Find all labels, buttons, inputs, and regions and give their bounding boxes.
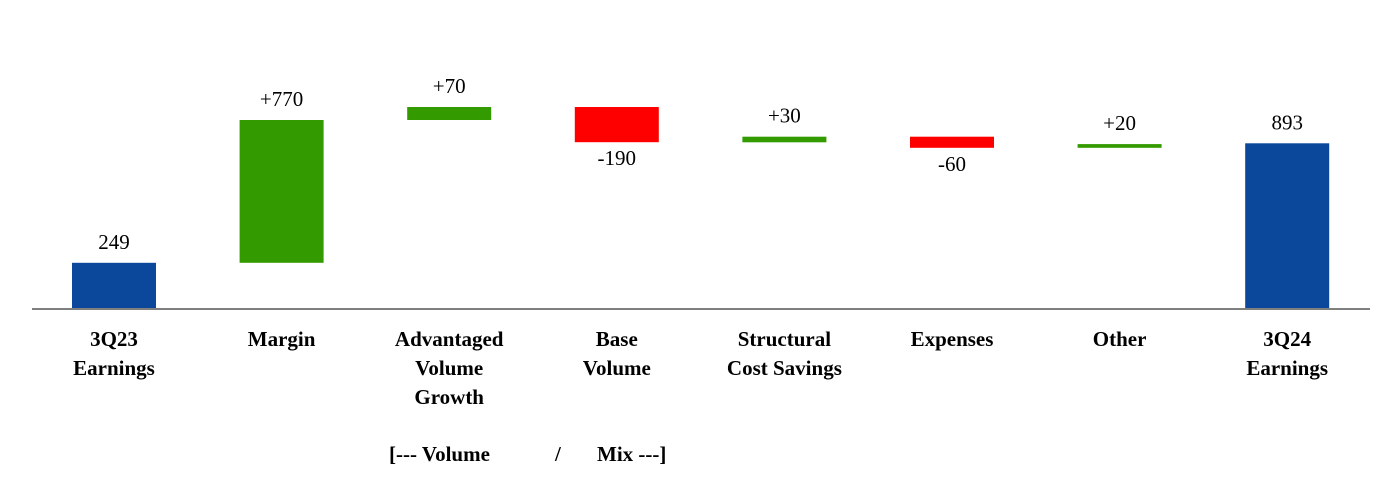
category-label-1-line-0: Margin <box>248 327 316 351</box>
group-annotation-left: [--- Volume <box>389 442 490 466</box>
bars-group <box>72 107 1330 309</box>
category-label-7-line-0: 3Q24 <box>1263 327 1311 351</box>
group-annotation-slash: / <box>554 442 562 466</box>
group-annotation-right: Mix ---] <box>597 442 666 466</box>
category-label-6-line-0: Other <box>1093 327 1147 351</box>
value-label-0: 249 <box>98 230 130 254</box>
category-label-4-line-1: Cost Savings <box>727 356 842 380</box>
category-label-2-line-2: Growth <box>414 385 484 409</box>
value-labels-group: 249 +770 +70 -190 +30 -60 +20 893 <box>98 74 1303 254</box>
category-label-4: Structural Cost Savings <box>727 327 842 380</box>
value-label-2: +70 <box>433 74 466 98</box>
category-label-2-line-1: Volume <box>415 356 483 380</box>
category-label-5: Expenses <box>911 327 994 351</box>
bar-0 <box>72 262 156 309</box>
bar-2 <box>407 107 492 120</box>
bar-7 <box>1245 143 1330 309</box>
category-label-3-line-0: Base <box>596 327 638 351</box>
group-annotation: [--- Volume / Mix ---] <box>389 442 666 466</box>
value-label-4: +30 <box>768 104 801 128</box>
value-label-7: 893 <box>1271 110 1303 134</box>
category-labels-group: 3Q23 Earnings Margin Advantaged Volume Growth… <box>73 327 1328 409</box>
bar-3 <box>574 107 659 143</box>
category-label-3: Base Volume <box>583 327 651 380</box>
category-label-2-line-0: Advantaged <box>395 327 504 351</box>
value-label-1: +770 <box>260 87 303 111</box>
value-label-3: -190 <box>598 146 637 170</box>
category-label-3-line-1: Volume <box>583 356 651 380</box>
category-label-1: Margin <box>248 327 316 351</box>
bar-4 <box>742 136 827 143</box>
bar-6 <box>1077 144 1162 148</box>
category-label-6: Other <box>1093 327 1147 351</box>
category-label-7-line-1: Earnings <box>1246 356 1328 380</box>
category-label-0: 3Q23 Earnings <box>73 327 155 380</box>
value-label-5: -60 <box>938 152 966 176</box>
category-label-4-line-0: Structural <box>738 327 831 351</box>
category-label-0-line-1: Earnings <box>73 356 155 380</box>
bar-1 <box>239 120 324 263</box>
category-label-7: 3Q24 Earnings <box>1246 327 1328 380</box>
category-label-2: Advantaged Volume Growth <box>395 327 504 409</box>
bar-5 <box>910 136 994 148</box>
category-label-0-line-0: 3Q23 <box>90 327 138 351</box>
value-label-6: +20 <box>1103 111 1136 135</box>
category-label-5-line-0: Expenses <box>911 327 994 351</box>
